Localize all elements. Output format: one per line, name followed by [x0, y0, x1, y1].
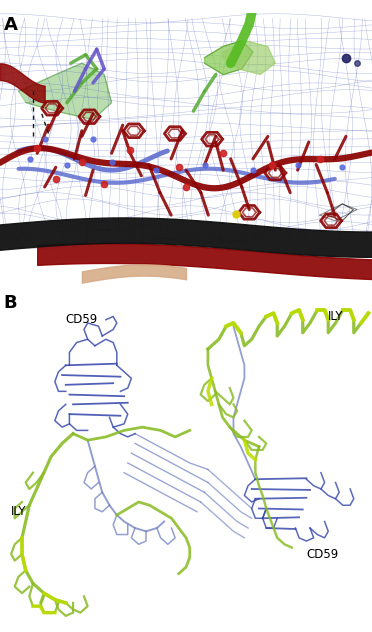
- Text: ILY: ILY: [11, 505, 26, 518]
- Polygon shape: [205, 40, 253, 75]
- Text: ILY: ILY: [328, 310, 344, 323]
- Text: B: B: [4, 294, 17, 312]
- Polygon shape: [223, 40, 275, 75]
- Polygon shape: [19, 63, 112, 119]
- Text: CD59: CD59: [66, 313, 98, 326]
- Polygon shape: [19, 63, 112, 119]
- Text: CD59: CD59: [307, 547, 339, 561]
- Text: A: A: [4, 16, 17, 33]
